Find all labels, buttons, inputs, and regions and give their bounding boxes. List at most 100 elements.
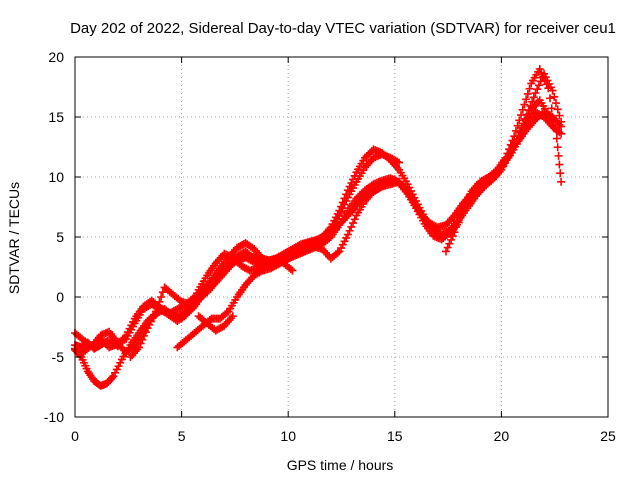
data-point-interp xyxy=(542,80,551,89)
x-axis-label: GPS time / hours xyxy=(287,457,394,473)
data-point-interp xyxy=(434,228,443,237)
x-tick-label: 0 xyxy=(71,428,79,444)
data-point-interp xyxy=(517,111,526,120)
data-point-interp xyxy=(447,235,456,244)
data-point-interp xyxy=(545,111,554,120)
data-point-interp xyxy=(208,323,217,332)
data-point-interp xyxy=(136,339,145,348)
data-point-interp xyxy=(401,185,410,194)
data-point-interp xyxy=(359,156,368,165)
data-point-interp xyxy=(150,310,159,319)
data-point-interp xyxy=(201,274,210,283)
data-point-interp xyxy=(555,111,564,120)
data-point-interp xyxy=(272,261,281,270)
data-point-interp xyxy=(195,324,204,333)
data-point-interp xyxy=(506,140,515,149)
data-point-interp xyxy=(118,344,127,353)
data-point-interp xyxy=(551,124,560,133)
data-point-interp xyxy=(242,264,251,273)
data-point-interp xyxy=(280,256,289,265)
data-point-interp xyxy=(476,183,485,192)
series-track-8 xyxy=(194,312,237,335)
data-point-interp xyxy=(485,175,494,184)
data-point-interp xyxy=(445,239,454,248)
data-point-interp xyxy=(108,373,117,382)
data-point-interp xyxy=(333,248,342,257)
data-point-interp xyxy=(523,89,532,98)
data-point-interp xyxy=(350,215,359,224)
data-point-interp xyxy=(529,93,538,102)
data-point xyxy=(450,228,459,237)
data-point xyxy=(441,247,450,256)
data-point-interp xyxy=(448,213,457,222)
data-point-interp xyxy=(511,126,520,135)
data-point-interp xyxy=(140,331,149,340)
data-point-interp xyxy=(199,291,208,300)
y-tick-label: -5 xyxy=(52,349,65,365)
data-point-interp xyxy=(374,184,383,193)
x-tick-label: 5 xyxy=(178,428,186,444)
y-tick-label: 20 xyxy=(48,49,64,65)
data-point xyxy=(343,186,352,195)
data-point xyxy=(557,177,566,186)
data-point-interp xyxy=(116,358,125,367)
data-point-interp xyxy=(546,94,555,103)
data-point-interp xyxy=(161,308,170,317)
data-point-interp xyxy=(526,101,535,110)
data-point-interp xyxy=(101,340,110,349)
x-axis-ticks: 0 5 10 15 20 25 xyxy=(71,57,616,444)
data-point-interp xyxy=(414,206,423,215)
data-point-interp xyxy=(455,212,464,221)
data-point xyxy=(531,89,540,97)
data-point-interp xyxy=(342,190,351,199)
x-tick-label: 10 xyxy=(280,428,296,444)
data-point-interp xyxy=(337,202,346,211)
y-tick-label: -10 xyxy=(44,409,64,425)
data-point-interp xyxy=(227,314,236,323)
data-point-interp xyxy=(342,233,351,242)
data-point-interp xyxy=(233,256,242,265)
data-point-interp xyxy=(554,151,563,160)
data-point-interp xyxy=(178,313,187,322)
data-point-interp xyxy=(522,95,531,104)
data-point-interp xyxy=(393,163,402,172)
data-point-interp xyxy=(82,364,91,373)
data-point-interp xyxy=(457,207,466,216)
data-point-interp xyxy=(345,182,354,191)
data-point-interp xyxy=(345,226,354,235)
data-point-interp xyxy=(239,283,248,292)
data-point-interp xyxy=(246,242,255,251)
data-point-interp xyxy=(169,314,178,323)
data-point-interp xyxy=(165,287,174,296)
data-point-interp xyxy=(221,310,230,319)
data-point-interp xyxy=(340,194,349,203)
data-point-interp xyxy=(442,227,451,236)
data-point-interp xyxy=(452,222,461,231)
x-tick-label: 15 xyxy=(387,428,403,444)
data-point-interp xyxy=(521,114,530,123)
data-point-interp xyxy=(349,219,358,228)
data-point xyxy=(518,105,527,114)
data-point-interp xyxy=(133,345,142,354)
data-point-interp xyxy=(285,246,294,255)
data-point-interp xyxy=(349,175,358,184)
y-tick-label: 5 xyxy=(56,229,64,245)
data-points xyxy=(71,65,566,390)
data-point-interp xyxy=(192,289,201,298)
data-point-interp xyxy=(199,316,208,325)
data-point-interp xyxy=(333,209,342,218)
data-point-interp xyxy=(231,295,240,304)
data-point-interp xyxy=(515,116,524,125)
data-point-interp xyxy=(553,143,562,152)
data-point-interp xyxy=(155,297,164,306)
data-point-interp xyxy=(519,119,528,128)
data-point-interp xyxy=(525,84,534,93)
x-tick-label: 20 xyxy=(494,428,510,444)
data-point-interp xyxy=(401,177,410,186)
data-point-interp xyxy=(551,99,560,108)
data-point-interp xyxy=(191,297,200,306)
data-point-interp xyxy=(521,127,530,136)
data-point-interp xyxy=(347,179,356,187)
data-point-interp xyxy=(255,268,264,277)
